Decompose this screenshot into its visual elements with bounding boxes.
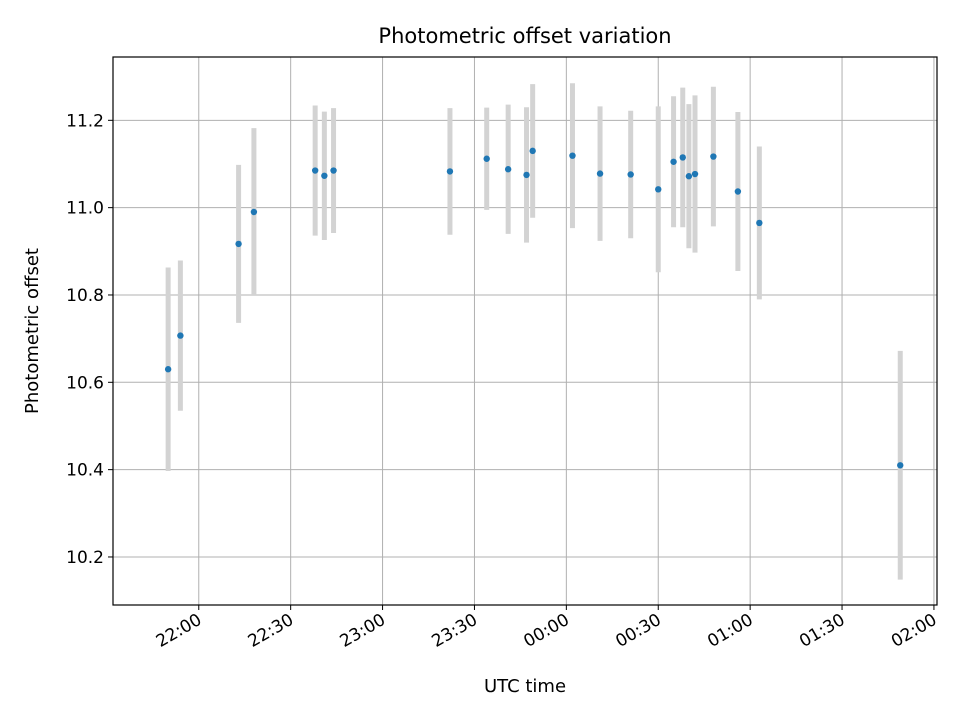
data-point: [691, 170, 699, 178]
y-tick-label: 10.6: [66, 373, 104, 393]
y-tick-label: 10.2: [66, 548, 104, 568]
data-point: [235, 240, 242, 248]
data-point: [330, 167, 337, 174]
y-tick-label: 11.2: [66, 111, 104, 131]
data-point: [710, 153, 717, 160]
data-point: [596, 170, 604, 177]
data-point: [655, 186, 662, 193]
data-point: [177, 332, 184, 339]
data-point: [679, 154, 686, 161]
data-point: [529, 147, 536, 155]
y-tick-label: 10.8: [66, 286, 104, 306]
data-point: [670, 158, 677, 165]
data-point: [504, 166, 512, 173]
data-point: [446, 168, 454, 175]
data-point: [483, 155, 490, 162]
chart-title: Photometric offset variation: [378, 24, 671, 48]
y-tick-label: 10.4: [66, 461, 104, 481]
data-point: [569, 152, 576, 159]
data-point: [523, 171, 530, 179]
x-axis-label: UTC time: [484, 676, 566, 697]
plot-frame: [112, 56, 938, 606]
data-point: [734, 188, 742, 195]
y-tick-label: 11.0: [66, 199, 104, 219]
data-point: [311, 167, 319, 174]
data-point: [685, 173, 693, 180]
data-point: [164, 366, 172, 373]
data-point: [897, 462, 904, 469]
data-points: [164, 147, 904, 469]
data-point: [321, 172, 328, 179]
data-point: [250, 208, 258, 216]
y-axis: 10.2 10.4 10.6 10.8 11.0 11.2: [66, 111, 113, 568]
y-axis-label: Photometric offset: [22, 248, 43, 414]
data-point: [627, 171, 634, 178]
data-point: [756, 219, 763, 227]
